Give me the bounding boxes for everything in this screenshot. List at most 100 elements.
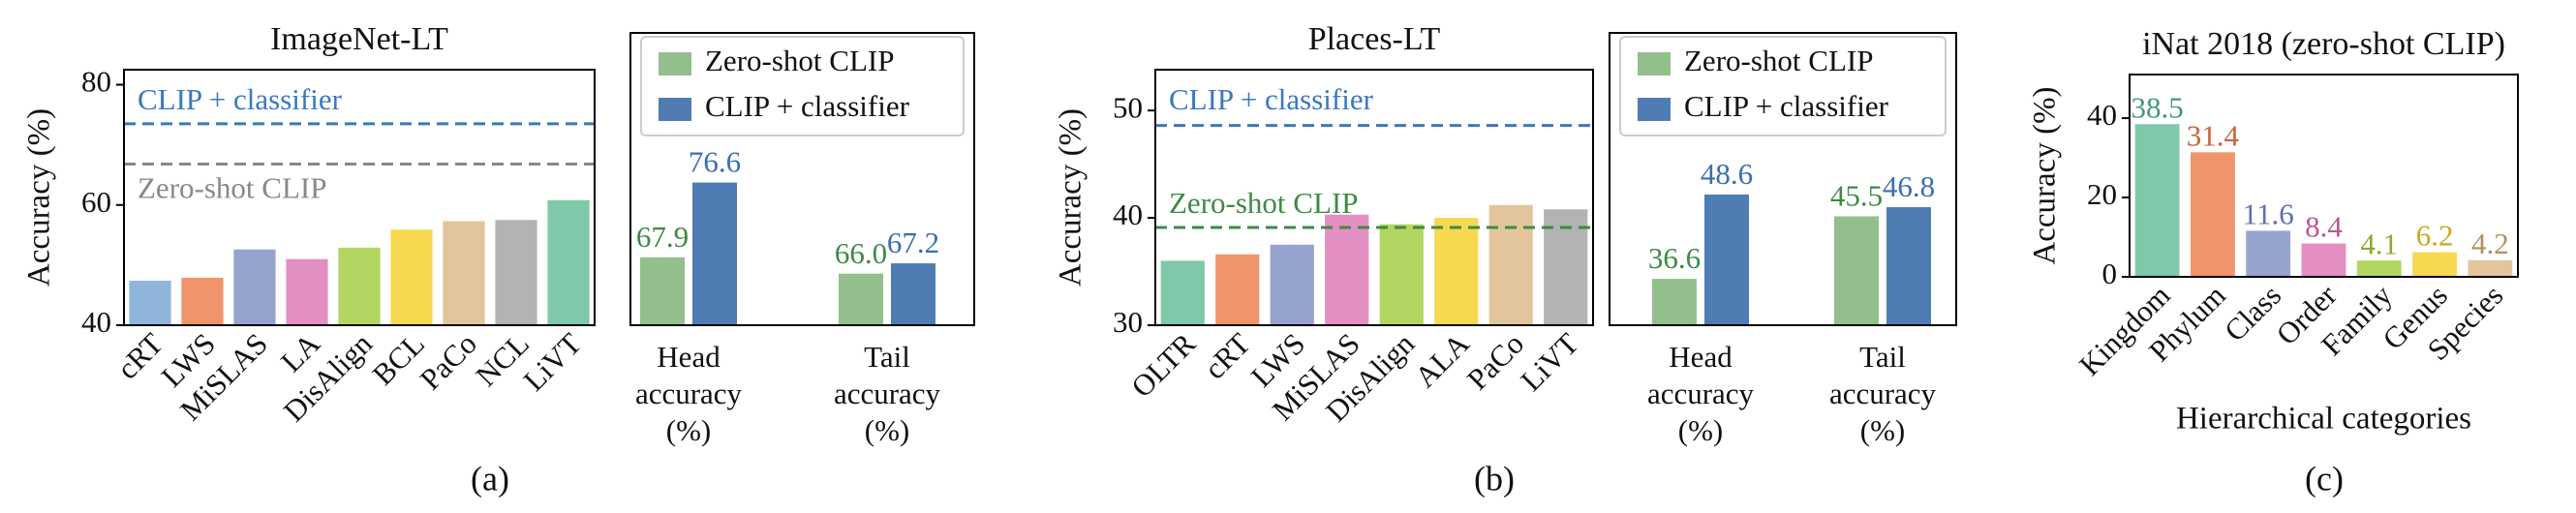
chart-title: Places-LT (1308, 21, 1441, 57)
bar (2356, 260, 2402, 277)
bar (891, 263, 935, 325)
x-tick-label: accuracy (1829, 377, 1937, 410)
bar (1325, 214, 1369, 325)
x-axis-label: Hierarchical categories (2176, 402, 2471, 437)
x-tick-label: PaCo (414, 326, 483, 396)
x-tick-label: Head (657, 340, 721, 374)
y-axis-label: Accuracy (%) (22, 108, 57, 287)
bar (2412, 252, 2457, 277)
legend-label: Zero-shot CLIP (705, 44, 894, 77)
bar (443, 221, 485, 325)
value-label: 31.4 (2187, 118, 2240, 152)
bar (547, 199, 590, 325)
legend-swatch (1638, 98, 1671, 121)
reference-label: CLIP + classifier (1169, 82, 1374, 116)
reference-label: CLIP + classifier (138, 82, 343, 116)
value-label: 76.6 (689, 145, 741, 179)
legend-label: CLIP + classifier (705, 89, 910, 123)
x-tick-label: Tail (864, 340, 910, 374)
y-axis-label: Accuracy (%) (1054, 108, 1089, 287)
chart-title: ImageNet-LT (270, 21, 448, 57)
y-tick-label: 40 (81, 305, 111, 339)
bar (1215, 254, 1260, 325)
value-label: 67.9 (636, 220, 689, 254)
y-axis-label: Accuracy (%) (2028, 86, 2063, 264)
bar (2301, 243, 2346, 277)
bar (1434, 218, 1479, 325)
x-tick-label: (%) (865, 413, 909, 447)
x-tick-label: LiVT (1514, 326, 1584, 397)
panel-label: (c) (2305, 459, 2344, 498)
bar (129, 281, 171, 325)
plot-frame (123, 69, 596, 326)
y-tick-label: 30 (1113, 305, 1143, 339)
bar (1652, 279, 1697, 325)
bar (2134, 124, 2180, 277)
y-tick-label: 0 (2102, 256, 2118, 290)
legend-swatch (1638, 52, 1671, 75)
value-label: 38.5 (2131, 90, 2184, 124)
bar (495, 220, 537, 325)
x-tick-label: accuracy (635, 377, 743, 410)
y-tick-label: 50 (1113, 90, 1143, 124)
legend-swatch (659, 52, 691, 75)
plot-frame (629, 32, 975, 326)
plot-frame (1154, 69, 1594, 326)
x-tick-label: (%) (1860, 413, 1905, 447)
x-tick-label: accuracy (834, 377, 941, 410)
x-tick-label: BCL (366, 326, 431, 391)
x-tick-label: (%) (1678, 413, 1723, 447)
bar (1704, 194, 1749, 325)
x-tick-label: (%) (666, 413, 711, 447)
value-label: 4.2 (2471, 226, 2509, 260)
legend-label: Zero-shot CLIP (1684, 44, 1873, 77)
bar (338, 247, 381, 325)
bar (1834, 216, 1879, 325)
reference-label: Zero-shot CLIP (138, 171, 326, 205)
bar (1379, 224, 1424, 325)
value-label: 11.6 (2243, 197, 2294, 231)
bar (839, 273, 883, 325)
legend-swatch (659, 98, 691, 121)
bar (2191, 152, 2235, 277)
panel-label: (b) (1474, 459, 1515, 498)
bar (390, 229, 433, 325)
plot-frame (1609, 32, 1957, 326)
value-label: 36.6 (1648, 241, 1701, 275)
y-tick-label: 40 (1113, 197, 1143, 231)
value-label: 8.4 (2305, 210, 2343, 244)
y-tick-label: 40 (2087, 98, 2117, 132)
bar (1160, 260, 1205, 325)
legend-box (640, 36, 965, 136)
bar (1488, 204, 1533, 325)
plot-frame (2129, 74, 2519, 278)
bar (2246, 230, 2291, 277)
value-label: 6.2 (2416, 219, 2454, 253)
bar (692, 182, 737, 325)
value-label: 67.2 (887, 226, 939, 259)
x-tick-label: Class (2218, 278, 2287, 347)
reference-label: Zero-shot CLIP (1169, 186, 1358, 220)
legend-label: CLIP + classifier (1684, 89, 1889, 123)
x-tick-label: cRT (1198, 326, 1257, 385)
bar (2468, 259, 2513, 277)
value-label: 4.1 (2360, 226, 2398, 260)
bar (286, 258, 328, 325)
value-label: 66.0 (835, 236, 887, 270)
value-label: 46.8 (1883, 169, 1935, 203)
bar (1270, 244, 1314, 325)
x-tick-label: accuracy (1647, 377, 1755, 410)
x-tick-label: PaCo (1460, 326, 1530, 396)
bar (181, 277, 224, 325)
value-label: 45.5 (1830, 179, 1883, 213)
legend-box (1619, 36, 1947, 136)
x-tick-label: Tail (1859, 340, 1906, 374)
y-tick-label: 60 (81, 185, 111, 219)
bar (1886, 207, 1931, 325)
bar (640, 256, 685, 325)
y-tick-label: 20 (2087, 177, 2117, 211)
x-tick-label: Head (1669, 340, 1733, 374)
y-tick-label: 80 (81, 65, 111, 99)
value-label: 48.6 (1701, 157, 1753, 191)
